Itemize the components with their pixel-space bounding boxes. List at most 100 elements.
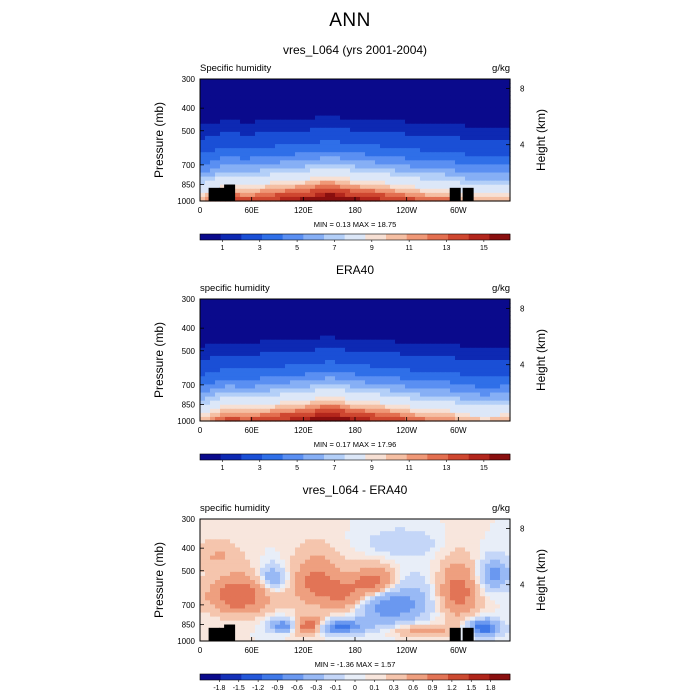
heatmap-cell [230, 380, 236, 385]
heatmap-cell [220, 160, 226, 165]
heatmap-cell [280, 87, 286, 92]
heatmap-cell [315, 172, 321, 178]
heatmap-cell [440, 588, 446, 593]
heatmap-cell [345, 588, 351, 593]
heatmap-cell [315, 107, 321, 113]
heatmap-cell [435, 127, 441, 133]
heatmap-cell [245, 531, 251, 536]
heatmap-cell [445, 144, 451, 149]
heatmap-cell [300, 400, 306, 406]
heatmap-cell [425, 416, 431, 422]
heatmap-cell [290, 107, 296, 113]
heatmap-cell [355, 135, 361, 141]
heatmap-cell [205, 131, 211, 137]
heatmap-cell [445, 388, 451, 394]
heatmap-cell [200, 575, 206, 581]
heatmap-cell [220, 388, 226, 394]
heatmap-cell [495, 335, 501, 341]
heatmap-cell [475, 408, 481, 414]
colorbar-label: 5 [295, 465, 299, 472]
x-tick-label: 0 [198, 206, 203, 215]
heatmap-cell [245, 99, 251, 104]
heatmap-cell [400, 527, 406, 532]
heatmap-cell [360, 392, 366, 398]
heatmap-cell [370, 91, 376, 96]
x-tick-label: 120E [294, 426, 313, 435]
heatmap-cell [200, 91, 206, 96]
heatmap-cell [315, 555, 321, 561]
heatmap-cell [485, 148, 491, 153]
heatmap-cell [300, 307, 306, 312]
heatmap-cell [395, 551, 401, 557]
heatmap-cell [375, 91, 381, 96]
heatmap-cell [230, 575, 236, 581]
heatmap-cell [435, 156, 441, 161]
heatmap-cell [255, 368, 261, 373]
heatmap-cell [260, 127, 266, 133]
heatmap-cell [200, 392, 206, 398]
heatmap-cell [215, 99, 221, 104]
heatmap-cell [430, 396, 436, 402]
heatmap-cell [330, 315, 336, 320]
heatmap-cell [475, 188, 481, 194]
heatmap-cell [475, 355, 481, 361]
heatmap-cell [365, 107, 371, 113]
heatmap-cell [380, 303, 386, 308]
heatmap-cell [310, 331, 316, 337]
heatmap-cell [395, 351, 401, 357]
heatmap-cell [235, 555, 241, 561]
colorbar-swatch [406, 234, 428, 240]
heatmap-cell [385, 531, 391, 536]
heatmap-cell [435, 408, 441, 414]
x-tick-label: 120W [396, 426, 417, 435]
heatmap-cell [240, 400, 246, 406]
heatmap-cell [215, 539, 221, 544]
heatmap-cell [305, 323, 311, 329]
heatmap-cell [350, 148, 356, 153]
heatmap-cell [305, 99, 311, 104]
heatmap-cell [330, 115, 336, 121]
heatmap-cell [450, 164, 456, 170]
heatmap-cell [505, 539, 511, 544]
heatmap-cell [485, 380, 491, 385]
heatmap-cell [435, 148, 441, 153]
heatmap-cell [230, 176, 236, 182]
heatmap-cell [410, 327, 416, 333]
heatmap-cell [250, 144, 256, 149]
heatmap-cell [430, 79, 436, 84]
heatmap-cell [400, 319, 406, 324]
heatmap-cell [445, 123, 451, 129]
heatmap-cell [270, 559, 276, 565]
heatmap-cell [295, 168, 301, 174]
heatmap-cell [225, 539, 231, 544]
heatmap-cell [380, 555, 386, 561]
heatmap-cell [295, 563, 301, 569]
heatmap-cell [225, 559, 231, 565]
heatmap-cell [475, 83, 481, 88]
heatmap-cell [425, 580, 431, 585]
heatmap-cell [300, 79, 306, 84]
heatmap-cell [250, 87, 256, 92]
heatmap-cell [255, 323, 261, 329]
heatmap-cell [365, 131, 371, 137]
heatmap-cell [215, 79, 221, 84]
heatmap-cell [440, 156, 446, 161]
heatmap-cell [390, 523, 396, 528]
heatmap-cell [480, 299, 486, 304]
heatmap-cell [405, 380, 411, 385]
heatmap-cell [395, 531, 401, 536]
heatmap-cell [480, 364, 486, 369]
heatmap-cell [475, 323, 481, 329]
heatmap-cell [425, 160, 431, 165]
heatmap-cell [210, 412, 216, 418]
heatmap-cell [465, 531, 471, 536]
heatmap-cell [410, 140, 416, 145]
heatmap-cell [505, 79, 511, 84]
heatmap-cell [395, 347, 401, 353]
heatmap-cell [315, 408, 321, 414]
heatmap-cell [490, 396, 496, 402]
heatmap-cell [230, 311, 236, 316]
heatmap-cell [280, 303, 286, 308]
heatmap-cell [465, 380, 471, 385]
heatmap-cell [340, 196, 346, 202]
